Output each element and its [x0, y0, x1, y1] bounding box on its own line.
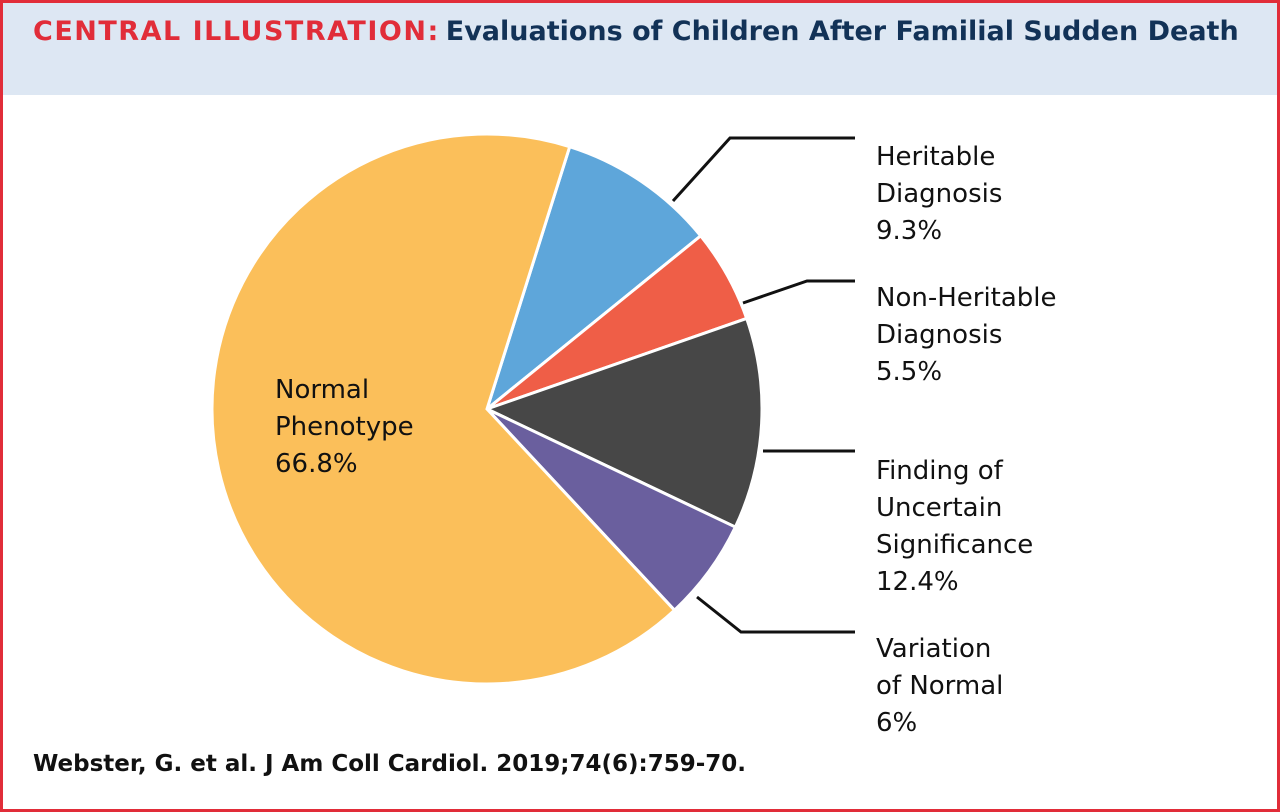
slice-label-line: Non-Heritable: [876, 283, 1057, 313]
figure-title: CENTRAL ILLUSTRATION: Evaluations of Chil…: [33, 13, 1253, 50]
slice-label-line: Significance: [876, 530, 1033, 560]
title-label: CENTRAL ILLUSTRATION:: [33, 16, 440, 47]
header-bar: CENTRAL ILLUSTRATION: Evaluations of Chil…: [3, 3, 1277, 95]
leader-line-variation-of-normal: [696, 595, 855, 634]
slice-label-line: Diagnosis: [876, 179, 1002, 209]
slice-label-line: 6%: [876, 708, 917, 735]
slice-label-line: Finding of: [876, 456, 1004, 486]
slice-label-non-heritable-diagnosis: Non-Heritable Diagnosis 5.5%: [876, 283, 1057, 387]
slice-label-line: 66.8%: [275, 449, 358, 479]
citation: Webster, G. et al. J Am Coll Cardiol. 20…: [33, 751, 747, 777]
pie-slice-finding-of-uncertain-significance: [483, 316, 764, 530]
slice-label-line: 12.4%: [876, 567, 959, 597]
slice-label-line: Heritable: [876, 142, 995, 172]
slice-label-line: Uncertain: [876, 493, 1002, 523]
slice-label-heritable-diagnosis: Heritable Diagnosis 9.3%: [876, 142, 1002, 246]
pie-chart: Heritable Diagnosis 9.3% Non-Heritable Diagn…: [210, 132, 1057, 735]
slice-label-line: of Normal: [876, 671, 1003, 701]
slice-label-line: Diagnosis: [876, 320, 1002, 350]
slice-label-normal-phenotype: Normal Phenotype 66.8%: [275, 375, 414, 479]
pie-slice-normal-phenotype: [210, 132, 677, 686]
slice-label-line: Phenotype: [275, 412, 414, 442]
slice-label-line: 9.3%: [876, 216, 942, 246]
leader-line-heritable-diagnosis: [671, 136, 855, 203]
pie-slice-heritable-diagnosis: [484, 144, 703, 414]
slice-label-finding-of-uncertain-significance: Finding of Uncertain Significance 12.4%: [876, 456, 1033, 597]
slice-label-variation-of-normal: Variation of Normal 6%: [876, 634, 1003, 735]
slice-label-line: Variation: [876, 634, 991, 664]
title-text: Evaluations of Children After Familial S…: [445, 16, 1239, 47]
slice-label-line: 5.5%: [876, 357, 942, 387]
leader-line-non-heritable-diagnosis: [742, 279, 855, 305]
slice-label-line: Normal: [275, 375, 369, 405]
